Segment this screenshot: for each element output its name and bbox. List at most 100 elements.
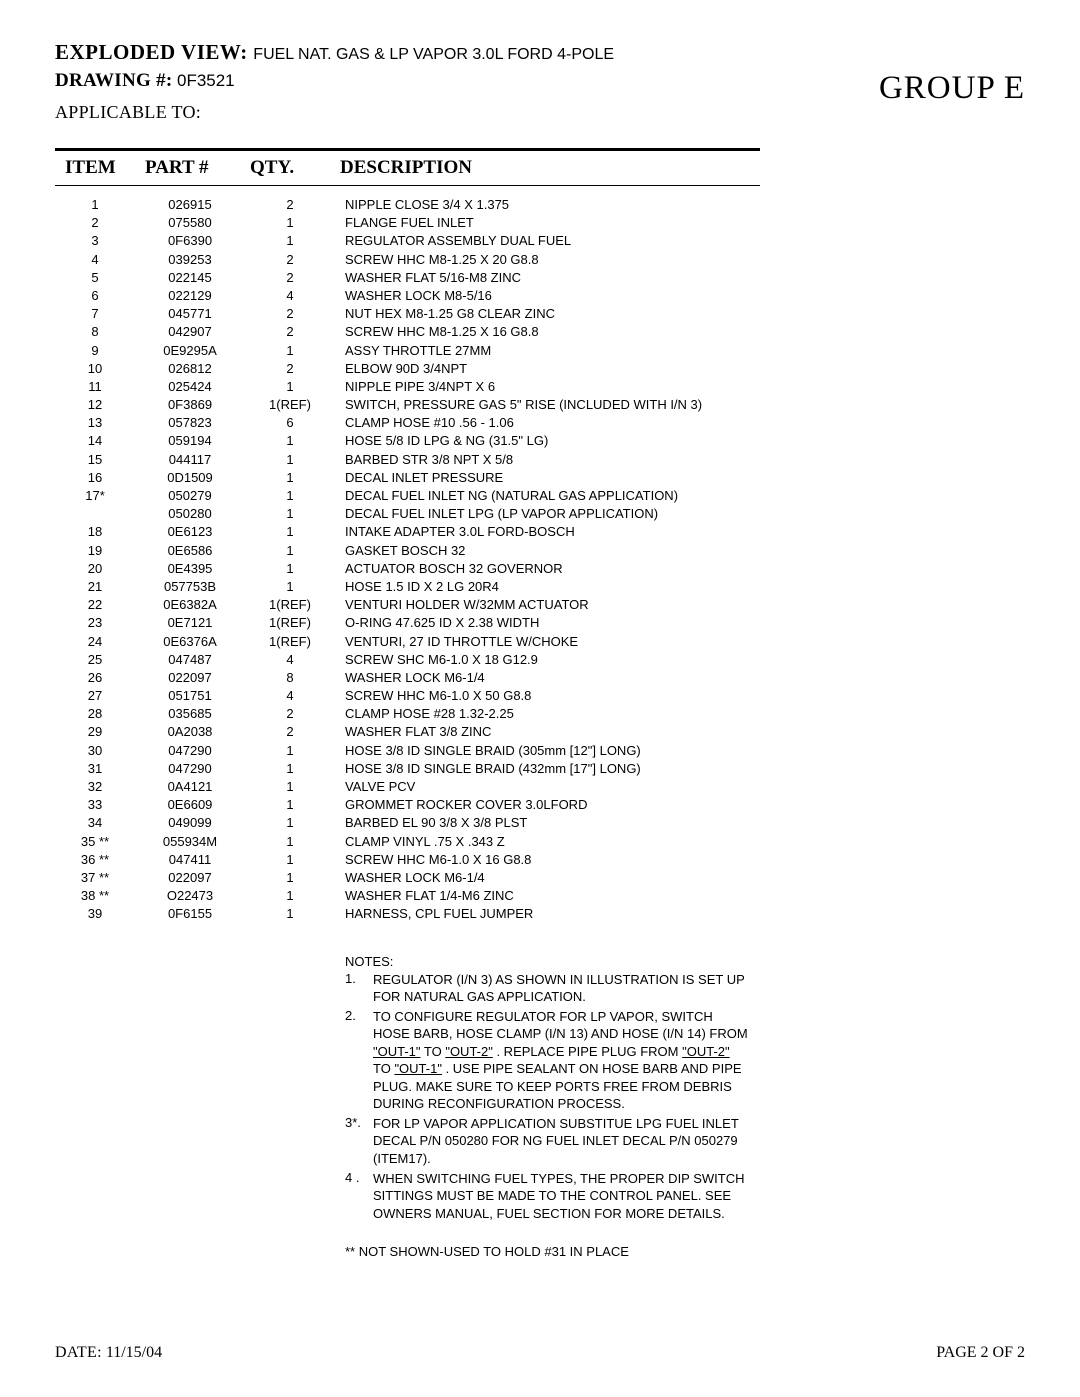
cell-desc: BARBED STR 3/8 NPT X 5/8 xyxy=(335,451,760,469)
cell-qty: 1 xyxy=(245,905,335,923)
cell-item: 15 xyxy=(55,451,135,469)
cell-qty: 1 xyxy=(245,451,335,469)
cell-part: 026915 xyxy=(135,196,245,214)
page-header: EXPLODED VIEW: FUEL NAT. GAS & LP VAPOR … xyxy=(55,40,1025,123)
cell-part: 039253 xyxy=(135,251,245,269)
page-footer: DATE: 11/15/04 PAGE 2 OF 2 xyxy=(55,1344,1025,1362)
cell-part: 051751 xyxy=(135,687,245,705)
note-text: WHEN SWITCHING FUEL TYPES, THE PROPER DI… xyxy=(373,1170,750,1223)
table-row: 100268122ELBOW 90D 3/4NPT xyxy=(55,360,760,378)
parts-table: ITEM PART # QTY. DESCRIPTION 10269152NIP… xyxy=(55,148,760,924)
cell-item: 5 xyxy=(55,269,135,287)
table-row: 36 **0474111SCREW HHC M6-1.0 X 16 G8.8 xyxy=(55,851,760,869)
cell-desc: DECAL INLET PRESSURE xyxy=(335,469,760,487)
cell-qty: 1 xyxy=(245,760,335,778)
cell-part: 049099 xyxy=(135,814,245,832)
cell-qty: 1(REF) xyxy=(245,396,335,414)
note-row: 4 .WHEN SWITCHING FUEL TYPES, THE PROPER… xyxy=(345,1170,750,1223)
cell-item: 34 xyxy=(55,814,135,832)
cell-qty: 2 xyxy=(245,269,335,287)
cell-desc: CLAMP HOSE #10 .56 - 1.06 xyxy=(335,414,760,432)
note-text: REGULATOR (I/N 3) AS SHOWN IN ILLUSTRATI… xyxy=(373,971,750,1006)
cell-item: 28 xyxy=(55,705,135,723)
cell-part: 022129 xyxy=(135,287,245,305)
cell-part: O22473 xyxy=(135,887,245,905)
notes-block: NOTES: 1.REGULATOR (I/N 3) AS SHOWN IN I… xyxy=(345,954,750,1223)
table-row: 200E43951ACTUATOR BOSCH 32 GOVERNOR xyxy=(55,560,760,578)
cell-part: 0F6390 xyxy=(135,232,245,250)
cell-desc: SCREW SHC M6-1.0 X 18 G12.9 xyxy=(335,651,760,669)
table-row: 20755801FLANGE FUEL INLET xyxy=(55,214,760,232)
cell-item: 31 xyxy=(55,760,135,778)
cell-item: 39 xyxy=(55,905,135,923)
cell-part: 057753B xyxy=(135,578,245,596)
table-row: 220E6382A1(REF)VENTURI HOLDER W/32MM ACT… xyxy=(55,596,760,614)
cell-item: 11 xyxy=(55,378,135,396)
header-desc: DESCRIPTION xyxy=(340,157,760,179)
cell-desc: DECAL FUEL INLET LPG (LP VAPOR APPLICATI… xyxy=(335,505,760,523)
table-row: 230E71211(REF)O-RING 47.625 ID X 2.38 WI… xyxy=(55,614,760,632)
cell-part: 0E7121 xyxy=(135,614,245,632)
table-row: 21057753B1HOSE 1.5 ID X 2 LG 20R4 xyxy=(55,578,760,596)
asterisk-note: ** NOT SHOWN-USED TO HOLD #31 IN PLACE xyxy=(345,1244,1025,1259)
header-qty: QTY. xyxy=(250,157,340,179)
cell-desc: FLANGE FUEL INLET xyxy=(335,214,760,232)
table-row: 140591941HOSE 5/8 ID LPG & NG (31.5" LG) xyxy=(55,432,760,450)
table-row: 40392532SCREW HHC M8-1.25 X 20 G8.8 xyxy=(55,251,760,269)
cell-item xyxy=(55,505,135,523)
header-part: PART # xyxy=(145,157,250,179)
cell-item: 27 xyxy=(55,687,135,705)
table-row: 190E65861GASKET BOSCH 32 xyxy=(55,542,760,560)
cell-qty: 4 xyxy=(245,687,335,705)
cell-qty: 1 xyxy=(245,542,335,560)
cell-desc: HARNESS, CPL FUEL JUMPER xyxy=(335,905,760,923)
underlined-text: "OUT-1" xyxy=(373,1044,421,1059)
cell-item: 36 ** xyxy=(55,851,135,869)
cell-item: 10 xyxy=(55,360,135,378)
table-row: 340490991BARBED EL 90 3/8 X 3/8 PLST xyxy=(55,814,760,832)
cell-part: 0E6586 xyxy=(135,542,245,560)
table-row: 17*0502791DECAL FUEL INLET NG (NATURAL G… xyxy=(55,487,760,505)
table-row: 280356852CLAMP HOSE #28 1.32-2.25 xyxy=(55,705,760,723)
table-row: 70457712NUT HEX M8-1.25 G8 CLEAR ZINC xyxy=(55,305,760,323)
cell-part: 0E6609 xyxy=(135,796,245,814)
cell-item: 4 xyxy=(55,251,135,269)
cell-item: 9 xyxy=(55,342,135,360)
cell-part: 0D1509 xyxy=(135,469,245,487)
cell-qty: 2 xyxy=(245,323,335,341)
cell-item: 20 xyxy=(55,560,135,578)
cell-item: 12 xyxy=(55,396,135,414)
cell-part: 075580 xyxy=(135,214,245,232)
cell-desc: HOSE 1.5 ID X 2 LG 20R4 xyxy=(335,578,760,596)
cell-part: 047411 xyxy=(135,851,245,869)
notes-title: NOTES: xyxy=(345,954,750,969)
cell-qty: 8 xyxy=(245,669,335,687)
note-row: 3*.FOR LP VAPOR APPLICATION SUBSTITUE LP… xyxy=(345,1115,750,1168)
note-text: FOR LP VAPOR APPLICATION SUBSTITUE LPG F… xyxy=(373,1115,750,1168)
header-item: ITEM xyxy=(55,157,145,179)
cell-item: 37 ** xyxy=(55,869,135,887)
cell-part: 050280 xyxy=(135,505,245,523)
drawing-number-value: 0F3521 xyxy=(177,71,235,90)
note-number: 4 . xyxy=(345,1170,373,1223)
cell-desc: WASHER LOCK M8-5/16 xyxy=(335,287,760,305)
cell-item: 1 xyxy=(55,196,135,214)
table-row: 390F61551HARNESS, CPL FUEL JUMPER xyxy=(55,905,760,923)
cell-qty: 1(REF) xyxy=(245,614,335,632)
cell-part: 022097 xyxy=(135,869,245,887)
cell-desc: WASHER FLAT 1/4-M6 ZINC xyxy=(335,887,760,905)
cell-part: 022097 xyxy=(135,669,245,687)
cell-part: 057823 xyxy=(135,414,245,432)
cell-part: 047290 xyxy=(135,760,245,778)
table-row: 35 **055934M1CLAMP VINYL .75 X .343 Z xyxy=(55,833,760,851)
cell-item: 30 xyxy=(55,742,135,760)
cell-part: 044117 xyxy=(135,451,245,469)
cell-desc: WASHER LOCK M6-1/4 xyxy=(335,869,760,887)
cell-item: 35 ** xyxy=(55,833,135,851)
cell-qty: 1 xyxy=(245,469,335,487)
cell-item: 14 xyxy=(55,432,135,450)
cell-item: 7 xyxy=(55,305,135,323)
cell-item: 29 xyxy=(55,723,135,741)
cell-desc: SCREW HHC M6-1.0 X 16 G8.8 xyxy=(335,851,760,869)
cell-qty: 1 xyxy=(245,742,335,760)
